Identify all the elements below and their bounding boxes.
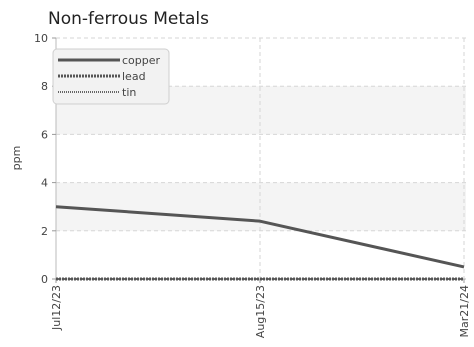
legend-label-tin: tin (122, 86, 136, 99)
y-tick-label: 8 (41, 80, 48, 93)
y-tick-label: 10 (34, 32, 48, 45)
y-tick-label: 4 (41, 177, 48, 190)
x-tick-label: Jul12/23 (50, 285, 63, 331)
y-tick-label: 6 (41, 128, 48, 141)
series-layer (55, 205, 465, 281)
series-line-copper (55, 205, 465, 269)
chart-title: Non-ferrous Metals (48, 9, 209, 29)
y-tick-label: 0 (41, 273, 48, 286)
x-tick-label: Mar21/24 (458, 285, 471, 337)
y-tick-label: 2 (41, 225, 48, 238)
legend-label-copper: copper (122, 54, 161, 67)
x-tick-label: Aug15/23 (254, 285, 267, 338)
plot-band (56, 182, 466, 231)
axes: 0 2 4 6 8 10 Jul12/23 Aug15/23 Mar21/24 (34, 32, 471, 338)
plot-bands (56, 86, 466, 231)
y-axis-label: ppm (10, 146, 23, 171)
legend-label-lead: lead (122, 70, 146, 83)
legend[interactable]: copper lead tin (52, 48, 170, 105)
